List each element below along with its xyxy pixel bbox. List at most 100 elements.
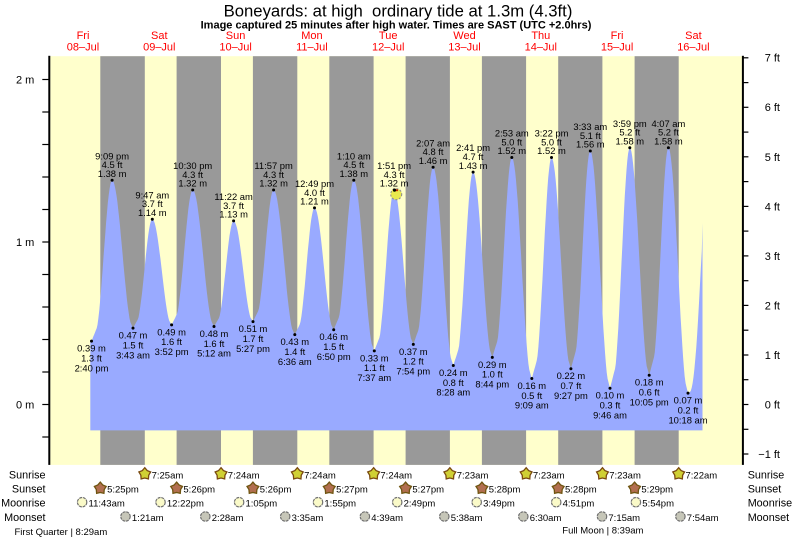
svg-text:Fri: Fri	[77, 30, 90, 42]
svg-text:1.13 m: 1.13 m	[219, 209, 248, 220]
svg-text:9:47 am: 9:47 am	[135, 189, 169, 200]
svg-text:5:26pm: 5:26pm	[183, 485, 215, 496]
svg-text:1.7 ft: 1.7 ft	[243, 333, 264, 344]
svg-text:1.43 m: 1.43 m	[459, 160, 488, 171]
svg-text:3:59 pm: 3:59 pm	[613, 118, 647, 129]
svg-text:5:54pm: 5:54pm	[642, 499, 674, 510]
svg-text:9:09 pm: 9:09 pm	[95, 150, 129, 161]
svg-text:1.6 ft: 1.6 ft	[204, 338, 225, 349]
svg-text:7:54 pm: 7:54 pm	[396, 366, 430, 377]
svg-text:1.32 m: 1.32 m	[380, 178, 409, 189]
svg-text:10:05 pm: 10:05 pm	[630, 396, 669, 407]
svg-text:First Quarter | 8:29am: First Quarter | 8:29am	[15, 527, 108, 537]
svg-text:11:43am: 11:43am	[89, 499, 125, 510]
svg-text:4.5 ft: 4.5 ft	[343, 159, 364, 170]
svg-text:1 m: 1 m	[16, 237, 34, 249]
svg-text:Wed: Wed	[453, 30, 475, 42]
svg-text:15–Jul: 15–Jul	[601, 42, 633, 54]
svg-text:1:51 pm: 1:51 pm	[377, 160, 411, 171]
svg-text:0.22 m: 0.22 m	[557, 370, 586, 381]
svg-text:5.2 ft: 5.2 ft	[619, 127, 640, 138]
svg-text:Fri: Fri	[611, 30, 624, 42]
svg-text:1.38 m: 1.38 m	[98, 168, 127, 179]
svg-text:5:28pm: 5:28pm	[489, 485, 521, 496]
svg-text:0.8 ft: 0.8 ft	[443, 377, 464, 388]
svg-text:Moonset: Moonset	[4, 512, 45, 524]
svg-text:7:54am: 7:54am	[687, 513, 719, 524]
svg-text:10–Jul: 10–Jul	[219, 42, 251, 54]
svg-text:1.32 m: 1.32 m	[259, 178, 288, 189]
svg-text:0.16 m: 0.16 m	[517, 380, 546, 391]
svg-text:1.52 m: 1.52 m	[537, 145, 566, 156]
svg-text:2:41 pm: 2:41 pm	[456, 142, 490, 153]
svg-text:7:23am: 7:23am	[457, 470, 489, 481]
svg-text:14–Jul: 14–Jul	[525, 42, 557, 54]
svg-text:0.29 m: 0.29 m	[478, 359, 507, 370]
svg-text:3:22 pm: 3:22 pm	[535, 128, 569, 139]
svg-text:4.3 ft: 4.3 ft	[182, 169, 203, 180]
svg-text:0.2 ft: 0.2 ft	[678, 404, 699, 415]
svg-text:5.1 ft: 5.1 ft	[580, 130, 601, 141]
svg-text:2:53 am: 2:53 am	[495, 128, 529, 139]
svg-text:Sunrise: Sunrise	[9, 469, 46, 481]
svg-text:1.56 m: 1.56 m	[576, 139, 605, 150]
svg-text:7:22am: 7:22am	[686, 470, 718, 481]
svg-text:2 ft: 2 ft	[765, 300, 780, 312]
svg-text:12–Jul: 12–Jul	[372, 42, 404, 54]
svg-text:2:28am: 2:28am	[212, 513, 244, 524]
svg-text:0.39 m: 0.39 m	[77, 343, 106, 354]
svg-text:0 ft: 0 ft	[765, 399, 780, 411]
svg-text:5:25pm: 5:25pm	[107, 485, 139, 496]
svg-text:3.7 ft: 3.7 ft	[142, 198, 163, 209]
svg-text:6:36 am: 6:36 am	[278, 356, 312, 367]
svg-text:7:25am: 7:25am	[152, 470, 184, 481]
svg-text:1.21 m: 1.21 m	[300, 196, 329, 207]
svg-text:2 m: 2 m	[16, 74, 34, 86]
svg-text:5:26pm: 5:26pm	[260, 485, 292, 496]
svg-text:9:27 pm: 9:27 pm	[554, 390, 588, 401]
svg-text:Sat: Sat	[685, 30, 702, 42]
svg-text:4.5 ft: 4.5 ft	[102, 159, 123, 170]
svg-text:4 ft: 4 ft	[765, 201, 780, 213]
svg-text:−1 ft: −1 ft	[758, 449, 780, 461]
svg-text:1.4 ft: 1.4 ft	[284, 346, 305, 357]
svg-text:9:09 am: 9:09 am	[515, 400, 549, 411]
svg-text:Mon: Mon	[301, 30, 322, 42]
svg-text:7:24am: 7:24am	[228, 470, 260, 481]
svg-text:0.3 ft: 0.3 ft	[600, 400, 621, 411]
svg-text:5:27pm: 5:27pm	[412, 485, 444, 496]
svg-text:Sunrise: Sunrise	[748, 469, 785, 481]
svg-text:4.7 ft: 4.7 ft	[463, 151, 484, 162]
svg-text:11:57 pm: 11:57 pm	[254, 160, 293, 171]
svg-text:7:24am: 7:24am	[380, 470, 412, 481]
svg-text:0.5 ft: 0.5 ft	[521, 390, 542, 401]
svg-text:Moonrise: Moonrise	[1, 498, 45, 510]
svg-text:Boneyards: at high ordinary t: Boneyards: at high ordinary tide at 1.3m…	[224, 1, 573, 20]
svg-text:0.07 m: 0.07 m	[674, 395, 703, 406]
svg-text:0.33 m: 0.33 m	[360, 352, 389, 363]
svg-text:1:05pm: 1:05pm	[246, 499, 278, 510]
svg-text:7:15am: 7:15am	[608, 513, 640, 524]
svg-text:4:39am: 4:39am	[371, 513, 403, 524]
svg-text:7:23am: 7:23am	[609, 470, 641, 481]
svg-text:3.7 ft: 3.7 ft	[223, 200, 244, 211]
svg-text:4.3 ft: 4.3 ft	[384, 169, 405, 180]
svg-text:Image captured 25 minutes afte: Image captured 25 minutes after high wat…	[201, 20, 592, 32]
svg-text:1.6 ft: 1.6 ft	[161, 336, 182, 347]
svg-text:4.3 ft: 4.3 ft	[263, 169, 284, 180]
svg-text:12:22pm: 12:22pm	[167, 499, 204, 510]
svg-text:3:49pm: 3:49pm	[483, 499, 515, 510]
svg-text:2:07 am: 2:07 am	[416, 137, 450, 148]
svg-text:0.49 m: 0.49 m	[157, 326, 186, 337]
svg-text:Sunset: Sunset	[748, 484, 782, 496]
svg-text:3:33 am: 3:33 am	[573, 121, 607, 132]
svg-text:3:43 am: 3:43 am	[116, 349, 150, 360]
svg-text:1.14 m: 1.14 m	[138, 207, 167, 218]
svg-text:6 ft: 6 ft	[765, 102, 780, 114]
svg-text:16–Jul: 16–Jul	[677, 42, 709, 54]
svg-text:1.5 ft: 1.5 ft	[123, 339, 144, 350]
svg-text:1.1 ft: 1.1 ft	[364, 362, 385, 373]
svg-text:2:49pm: 2:49pm	[404, 499, 436, 510]
svg-text:7 ft: 7 ft	[765, 53, 780, 65]
svg-text:1.58 m: 1.58 m	[654, 136, 683, 147]
